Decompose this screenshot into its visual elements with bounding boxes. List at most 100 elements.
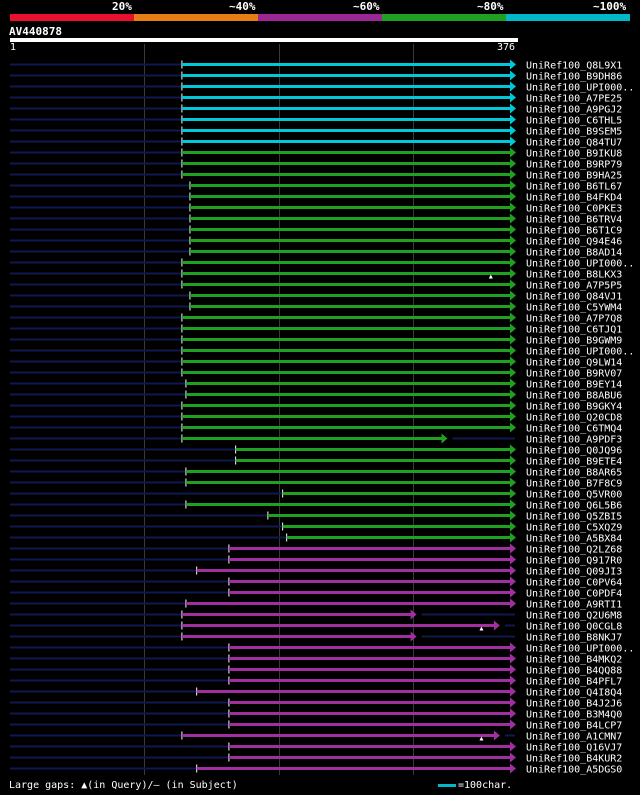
hit-arrow (441, 433, 448, 444)
hit-arrow (510, 576, 516, 587)
hit-label[interactable]: UniRef100_A7P5P5 (526, 281, 622, 292)
hit-label[interactable]: UniRef100_B9IKU8 (526, 149, 622, 160)
hit-label[interactable]: UniRef100_B8AD14 (526, 248, 622, 259)
hit-label[interactable]: UniRef100_B8LKX3 (526, 270, 622, 281)
hit-arrow (510, 191, 516, 202)
legend-label: ~40% (229, 0, 256, 13)
hit-label[interactable]: UniRef100_B9SEM5 (526, 127, 622, 138)
hit-label[interactable]: UniRef100_Q8L9X1 (526, 61, 622, 72)
hit-label[interactable]: UniRef100_C0PKE3 (526, 204, 622, 215)
hit-arrow (493, 730, 500, 741)
hit-arrow (510, 400, 516, 411)
hit-arrow (510, 741, 516, 752)
hit-label[interactable]: UniRef100_B4FKD4 (526, 193, 622, 204)
hit-label[interactable]: UniRef100_A9PGJ2 (526, 105, 622, 116)
hit-label[interactable]: UniRef100_A5BX84 (526, 534, 622, 545)
hit-arrow (510, 543, 516, 554)
hit-label[interactable]: UniRef100_B9RV07 (526, 369, 622, 380)
hit-label[interactable]: UniRef100_B9EY14 (526, 380, 622, 391)
hit-label[interactable]: UniRef100_C0PV64 (526, 578, 622, 589)
hit-label[interactable]: UniRef100_UPI000.. (526, 644, 634, 655)
identity-legend-labels: 20% ~40% ~60% ~80% ~100% (0, 0, 640, 14)
hit-label[interactable]: UniRef100_Q2LZ68 (526, 545, 622, 556)
hit-arrow (510, 752, 516, 763)
hit-arrow (510, 477, 516, 488)
hit-arrow (510, 444, 516, 455)
hit-arrow (510, 488, 516, 499)
hit-label[interactable]: UniRef100_B3M4Q0 (526, 710, 622, 721)
hit-label[interactable]: UniRef100_A9PDF3 (526, 435, 622, 446)
hit-label[interactable]: UniRef100_Q09JI3 (526, 567, 622, 578)
hit-label[interactable]: UniRef100_Q6L5B6 (526, 501, 622, 512)
hit-label[interactable]: UniRef100_Q84VJ1 (526, 292, 622, 303)
hit-arrow (510, 521, 516, 532)
hit-label[interactable]: UniRef100_Q5VR00 (526, 490, 622, 501)
hit-label[interactable]: UniRef100_Q20CD8 (526, 413, 622, 424)
hit-label[interactable]: UniRef100_B7F8C9 (526, 479, 622, 490)
hit-arrow (510, 356, 516, 367)
hit-label[interactable]: UniRef100_C6TMQ4 (526, 424, 622, 435)
hit-label[interactable]: UniRef100_B4PFL7 (526, 677, 622, 688)
legend-segment (134, 14, 258, 21)
hit-label[interactable]: UniRef100_Q84TU7 (526, 138, 622, 149)
hit-arrow (510, 389, 516, 400)
scale-swatch (438, 784, 456, 787)
hit-label[interactable]: UniRef100_C0PDF4 (526, 589, 622, 600)
hit-label[interactable]: UniRef100_C5YWM4 (526, 303, 622, 314)
hit-label[interactable]: UniRef100_A5DGS0 (526, 765, 622, 776)
hit-label[interactable]: UniRef100_Q5ZBI5 (526, 512, 622, 523)
hit-label[interactable]: UniRef100_B6TL67 (526, 182, 622, 193)
hit-label[interactable]: UniRef100_A1CMN7 (526, 732, 622, 743)
hit-label[interactable]: UniRef100_B4LCP7 (526, 721, 622, 732)
hit-label[interactable]: UniRef100_B9RP79 (526, 160, 622, 171)
hit-arrow (410, 631, 417, 642)
hit-arrow (510, 642, 516, 653)
legend-label: ~60% (353, 0, 380, 13)
hit-label[interactable]: UniRef100_B9GWM9 (526, 336, 622, 347)
hit-arrow (510, 213, 516, 224)
hit-label[interactable]: UniRef100_B4KUR2 (526, 754, 622, 765)
hit-label[interactable]: UniRef100_UPI000.. (526, 83, 634, 94)
hit-label[interactable]: UniRef100_B9HA25 (526, 171, 622, 182)
hit-arrow (510, 708, 516, 719)
hit-label[interactable]: UniRef100_B9DH86 (526, 72, 622, 83)
hit-arrow (510, 510, 516, 521)
hit-label[interactable]: UniRef100_Q16VJ7 (526, 743, 622, 754)
hit-label[interactable]: UniRef100_B4MKQ2 (526, 655, 622, 666)
hit-label[interactable]: UniRef100_Q4I8Q4 (526, 688, 622, 699)
hit-label[interactable]: UniRef100_A9RTI1 (526, 600, 622, 611)
hit-label[interactable]: UniRef100_C6TJQ1 (526, 325, 622, 336)
hit-label[interactable]: UniRef100_B8AR65 (526, 468, 622, 479)
hit-label[interactable]: UniRef100_B8ABU6 (526, 391, 622, 402)
hit-label[interactable]: UniRef100_Q2U6M8 (526, 611, 622, 622)
hit-label[interactable]: UniRef100_B4J2J6 (526, 699, 622, 710)
hit-label[interactable]: UniRef100_A7PE25 (526, 94, 622, 105)
hit-label[interactable]: UniRef100_B8NKJ7 (526, 633, 622, 644)
hit-label[interactable]: UniRef100_C6THL5 (526, 116, 622, 127)
legend-segment (258, 14, 382, 21)
hit-arrow (510, 466, 516, 477)
hit-label[interactable]: UniRef100_Q917R0 (526, 556, 622, 567)
hit-arrow (510, 81, 516, 92)
hit-label[interactable]: UniRef100_B9ETE4 (526, 457, 622, 468)
hit-label[interactable]: UniRef100_B6TRV4 (526, 215, 622, 226)
hit-label[interactable]: UniRef100_UPI000.. (526, 259, 634, 270)
hit-label[interactable]: UniRef100_Q0JQ96 (526, 446, 622, 457)
query-ruler (10, 38, 518, 42)
hit-arrow (510, 653, 516, 664)
hit-arrow (510, 565, 516, 576)
hit-label[interactable]: UniRef100_C5XQZ9 (526, 523, 622, 534)
hit-arrow (510, 202, 516, 213)
hit-label[interactable]: UniRef100_A7P7Q8 (526, 314, 622, 325)
gap-legend: Large gaps: ▲(in Query)/– (in Subject) (9, 780, 238, 791)
hit-label[interactable]: UniRef100_Q9LW14 (526, 358, 622, 369)
hit-label[interactable]: UniRef100_Q0CGL8 (526, 622, 622, 633)
hit-arrow (510, 290, 516, 301)
hit-label[interactable]: UniRef100_Q94E46 (526, 237, 622, 248)
hit-label[interactable]: UniRef100_UPI000.. (526, 347, 634, 358)
hit-label[interactable]: UniRef100_B6T1C9 (526, 226, 622, 237)
hit-label[interactable]: UniRef100_B9GKY4 (526, 402, 622, 413)
hit-arrow (510, 169, 516, 180)
hit-arrow (510, 334, 516, 345)
hit-label[interactable]: UniRef100_B4QQ88 (526, 666, 622, 677)
